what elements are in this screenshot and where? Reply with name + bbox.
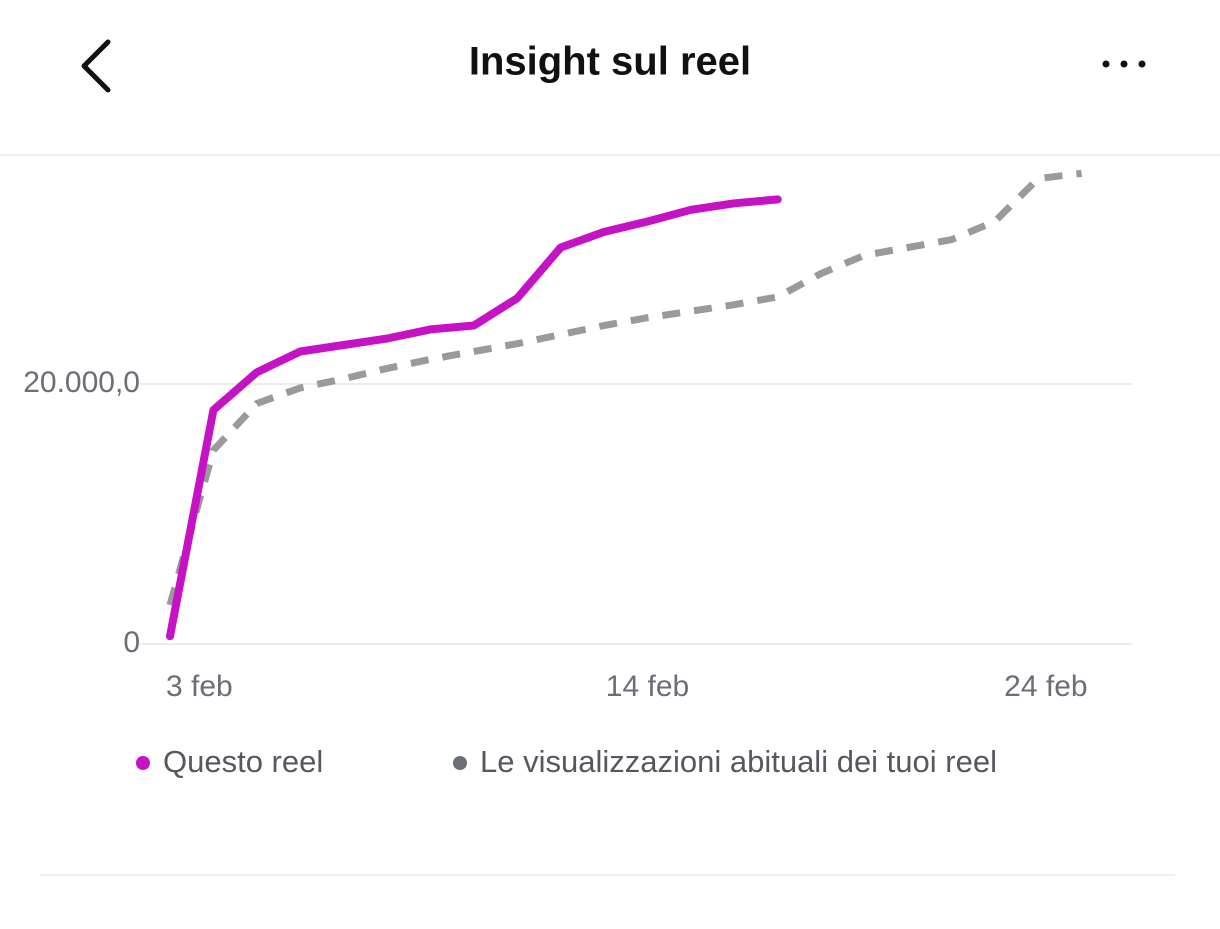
legend-label: Le visualizzazioni abituali dei tuoi ree… [480, 744, 997, 779]
page-title: Insight sul reel [469, 40, 751, 84]
dot [1102, 60, 1110, 68]
x-tick-label: 3 feb [166, 670, 233, 703]
more-button[interactable] [1102, 60, 1146, 68]
dot [1120, 60, 1128, 68]
dot [1138, 60, 1146, 68]
legend-label: Questo reel [163, 744, 323, 779]
x-tick-label: 14 feb [606, 670, 689, 703]
y-tick-label: 0 [123, 626, 140, 659]
x-tick-label: 24 feb [1004, 670, 1087, 703]
y-tick-label: 20.000,0 [23, 366, 140, 399]
legend-marker [453, 756, 467, 770]
series-line [166, 195, 782, 641]
back-button[interactable] [81, 39, 111, 93]
chart: 0 20.000,0 3 feb 14 feb 24 feb Questo reel Le … [23, 169, 1132, 779]
legend-marker [136, 756, 150, 770]
series-line [166, 169, 1083, 606]
